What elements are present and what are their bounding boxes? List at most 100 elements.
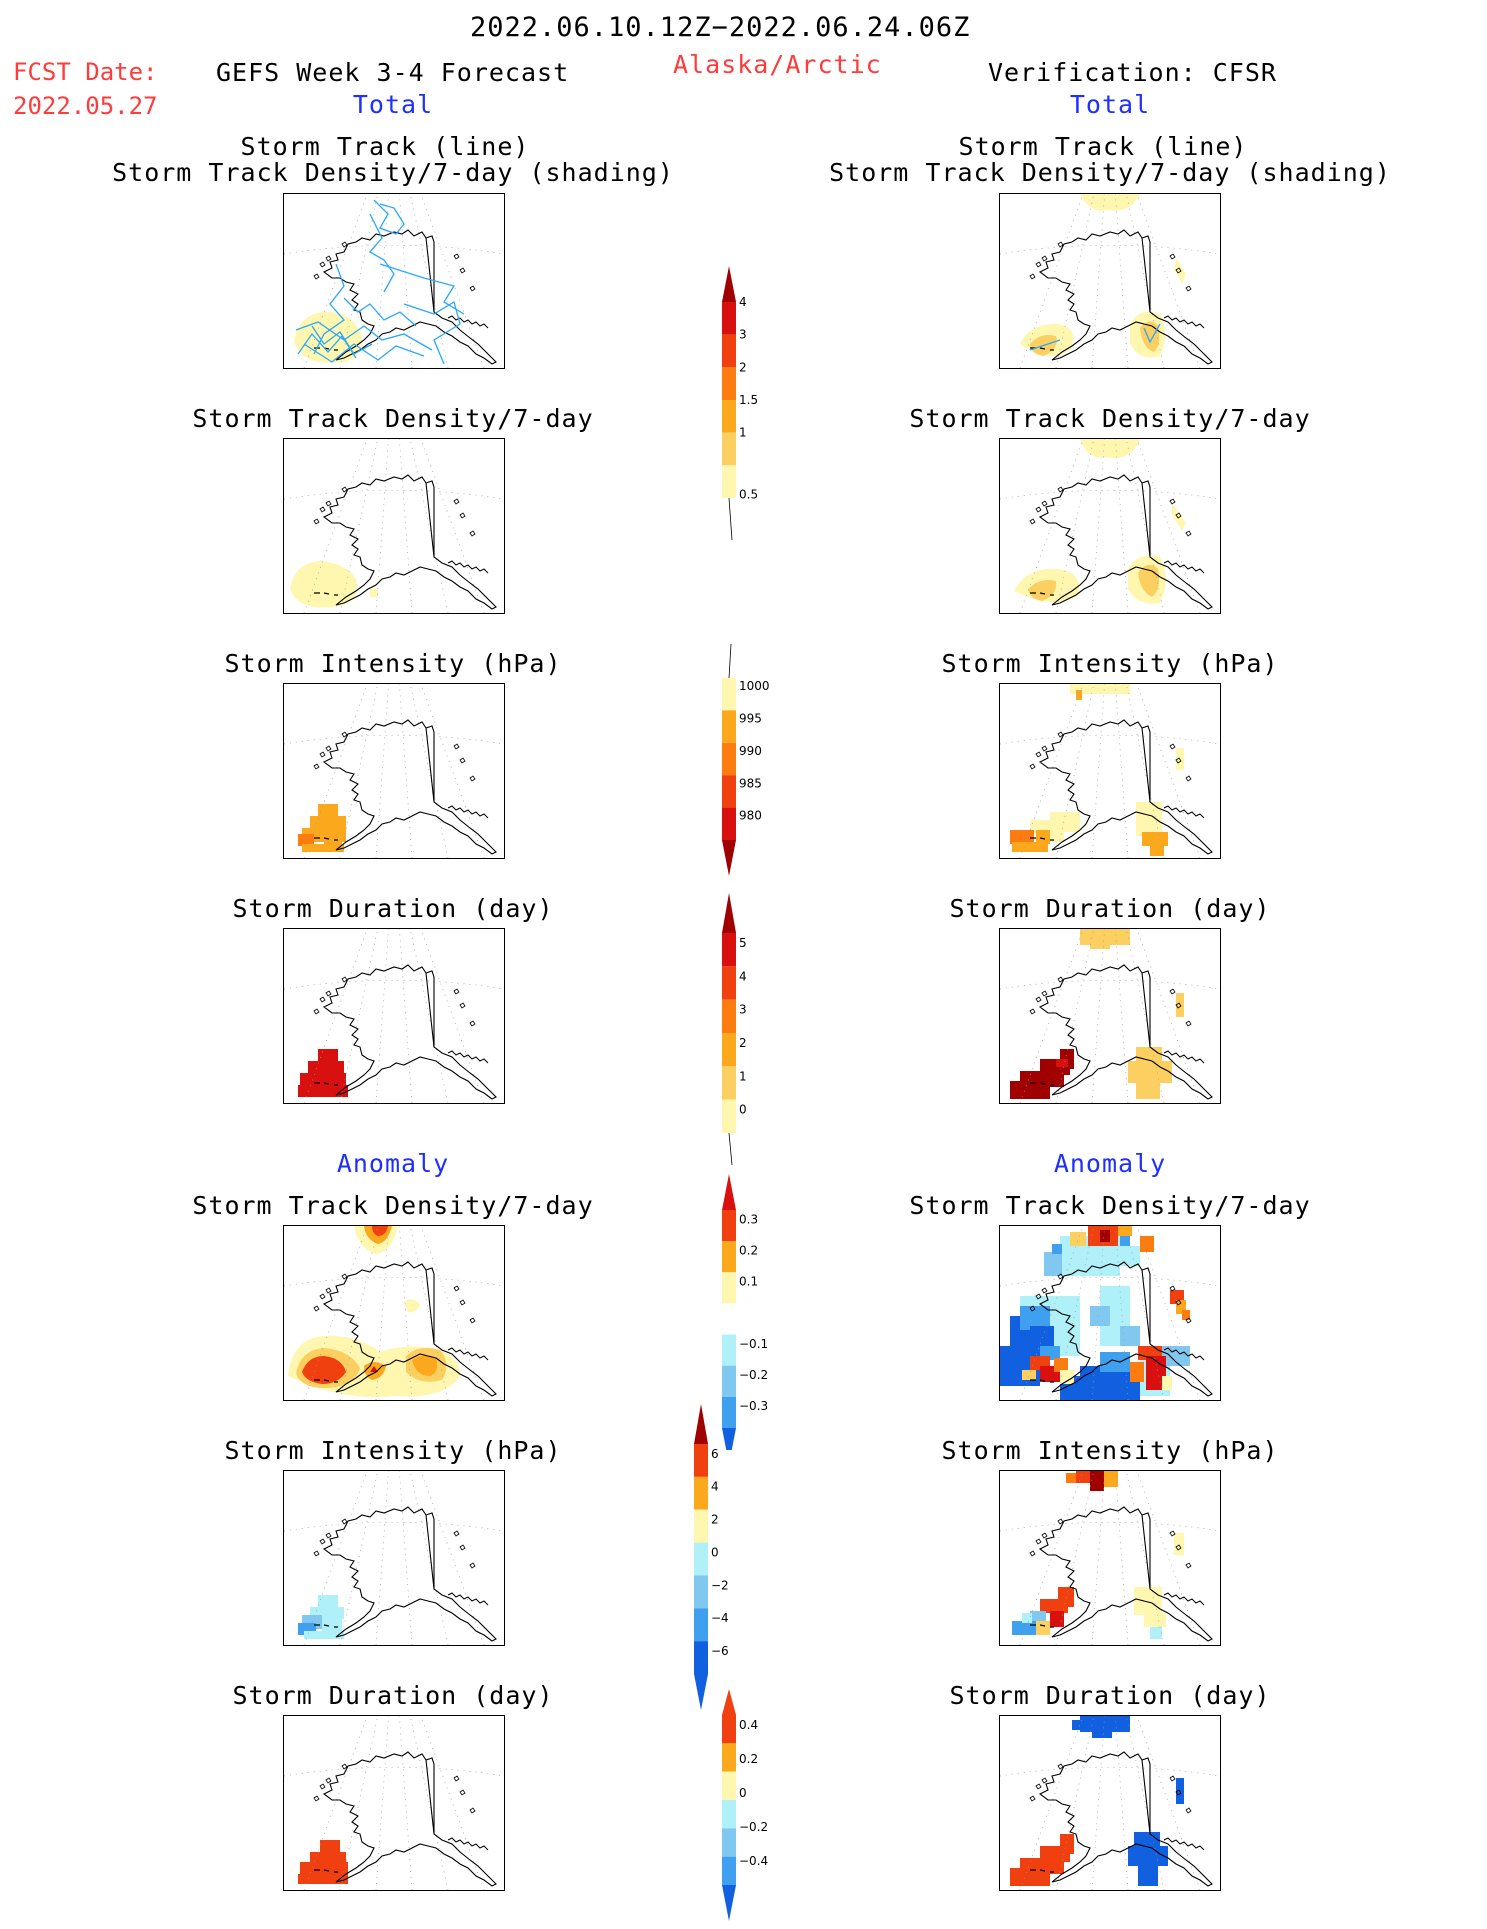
left-duration-title: Storm Duration (day) xyxy=(232,894,554,923)
graticule xyxy=(1000,1471,1220,1645)
colorbar-segment xyxy=(722,1365,736,1397)
colorbar-segment xyxy=(722,1743,736,1772)
colorbar-segment xyxy=(722,1033,736,1067)
map-gefs-anom-intensity xyxy=(283,1470,505,1646)
colorbar-segment xyxy=(722,1856,736,1885)
colorbar-segment xyxy=(722,1771,736,1800)
colorbar-tick-label: 0.4 xyxy=(739,1718,758,1732)
right-intensity-title: Storm Intensity (hPa) xyxy=(941,649,1279,678)
colorbar-arrow-top xyxy=(722,893,736,933)
map-cfsr-anom-density xyxy=(999,1225,1221,1401)
colorbar-tick-label: 3 xyxy=(739,328,747,342)
colorbar-density-anom: 0.3 0.2 0.1 −0.1 −0.2 −0.3 xyxy=(718,1170,798,1464)
colorbar-segment xyxy=(722,1272,736,1304)
colorbar-tick-label: 0 xyxy=(739,1786,747,1800)
colorbar-arrow-top xyxy=(722,1689,736,1715)
graticule xyxy=(1000,929,1220,1103)
colorbar-segment xyxy=(722,933,736,967)
colorbar-tick-label: 2 xyxy=(711,1513,719,1527)
fcst-date-label: FCST Date: xyxy=(13,58,158,86)
colorbar-tick-label: −6 xyxy=(711,1644,729,1658)
colorbar-density-total: 0.5 1 1.5 2 3 4 xyxy=(718,262,798,542)
left-anom-density-title: Storm Track Density/7-day xyxy=(192,1191,594,1220)
colorbar-tick-label: −2 xyxy=(711,1578,729,1592)
shading xyxy=(1012,1471,1184,1639)
map-cfsr-duration xyxy=(999,928,1221,1104)
map-cfsr-density xyxy=(999,438,1221,614)
shading xyxy=(1010,929,1184,1099)
left-anom-intensity-title: Storm Intensity (hPa) xyxy=(224,1436,562,1465)
map-gefs-anom-density xyxy=(283,1225,505,1401)
graticule xyxy=(284,1226,504,1400)
colorbar-tick-label: 990 xyxy=(739,744,762,758)
right-density-title: Storm Track Density/7-day xyxy=(909,404,1311,433)
graticule xyxy=(1000,1716,1220,1890)
colorbar-segment xyxy=(722,400,736,433)
period-title: 2022.06.10.12Z−2022.06.24.06Z xyxy=(470,12,971,43)
graticule xyxy=(1000,194,1220,368)
colorbar-segment xyxy=(694,1608,708,1642)
colorbar-tick-label: −0.3 xyxy=(739,1399,768,1413)
colorbar-segment xyxy=(694,1575,708,1609)
colorbar-segment xyxy=(722,1066,736,1100)
colorbar-segment xyxy=(722,1396,736,1428)
colorbar-segment xyxy=(722,1828,736,1857)
alaska-coastline xyxy=(1029,474,1213,610)
colorbar-tick-label: 980 xyxy=(739,809,762,823)
colorbar-segment xyxy=(722,999,736,1033)
colorbar-segment xyxy=(722,1800,736,1829)
shading xyxy=(1010,684,1184,856)
right-anom-density-title: Storm Track Density/7-day xyxy=(909,1191,1311,1220)
colorbar-duration-anom: 0.4 0.2 0 −0.2 −0.4 xyxy=(718,1685,798,1925)
right-duration-title: Storm Duration (day) xyxy=(949,894,1271,923)
shading xyxy=(298,1595,344,1639)
graticule xyxy=(284,684,504,858)
colorbar-tick-label: 995 xyxy=(739,712,762,726)
alaska-coastline xyxy=(313,719,497,855)
colorbar-tick-label: 0.5 xyxy=(739,488,758,502)
colorbar-duration-total: 0 1 2 3 4 5 xyxy=(718,885,798,1166)
colorbar-segment xyxy=(722,432,736,466)
colorbar-segment xyxy=(694,1476,708,1510)
map-cfsr-intensity xyxy=(999,683,1221,859)
left-track-shading-title: Storm Track Density/7-day (shading) xyxy=(112,158,674,187)
colorbar-segment xyxy=(722,334,736,368)
colorbar-tick-label: 2 xyxy=(739,1036,747,1050)
colorbar-segment xyxy=(722,966,736,1000)
region-title: Alaska/Arctic xyxy=(673,50,882,79)
shading xyxy=(1000,1226,1190,1400)
alaska-coastline xyxy=(313,1506,497,1642)
shading xyxy=(298,804,346,852)
colorbar-tick-label: 0.1 xyxy=(739,1275,758,1289)
graticule xyxy=(284,194,504,368)
colorbar-segment xyxy=(722,1099,736,1133)
colorbar-arrow-bottom xyxy=(694,1674,708,1710)
alaska-coastline xyxy=(1029,1261,1213,1397)
colorbar-arrow-top xyxy=(722,1174,736,1210)
alaska-coastline xyxy=(1029,719,1213,855)
map-cfsr-anom-intensity xyxy=(999,1470,1221,1646)
colorbar-segment xyxy=(694,1509,708,1543)
colorbar-tick-label: 4 xyxy=(739,295,747,309)
left-density-title: Storm Track Density/7-day xyxy=(192,404,594,433)
colorbar-tick-label: −0.2 xyxy=(739,1368,768,1382)
colorbar-arrow-bottom xyxy=(722,1885,736,1921)
map-gefs-duration xyxy=(283,928,505,1104)
colorbar-segment xyxy=(722,1715,736,1744)
graticule xyxy=(1000,684,1220,858)
left-anom-duration-title: Storm Duration (day) xyxy=(232,1681,554,1710)
colorbar-tick-label: −0.2 xyxy=(739,1820,768,1834)
colorbar-tick-label: 0.2 xyxy=(739,1752,758,1766)
colorbar-tick-label: 1.5 xyxy=(739,393,758,407)
fcst-date-value: 2022.05.27 xyxy=(13,92,158,120)
colorbar-tick-label: 0 xyxy=(711,1545,719,1559)
graticule xyxy=(284,1471,504,1645)
colorbar-segment xyxy=(722,1334,736,1366)
map-gefs-intensity xyxy=(283,683,505,859)
storm-track-lines xyxy=(1029,323,1161,351)
right-anom-duration-title: Storm Duration (day) xyxy=(949,1681,1271,1710)
map-cfsr-anom-duration xyxy=(999,1715,1221,1891)
right-track-line-title: Storm Track (line) xyxy=(958,132,1248,161)
colorbar-segment xyxy=(722,367,736,400)
colorbar-tick-label: 2 xyxy=(739,360,747,374)
